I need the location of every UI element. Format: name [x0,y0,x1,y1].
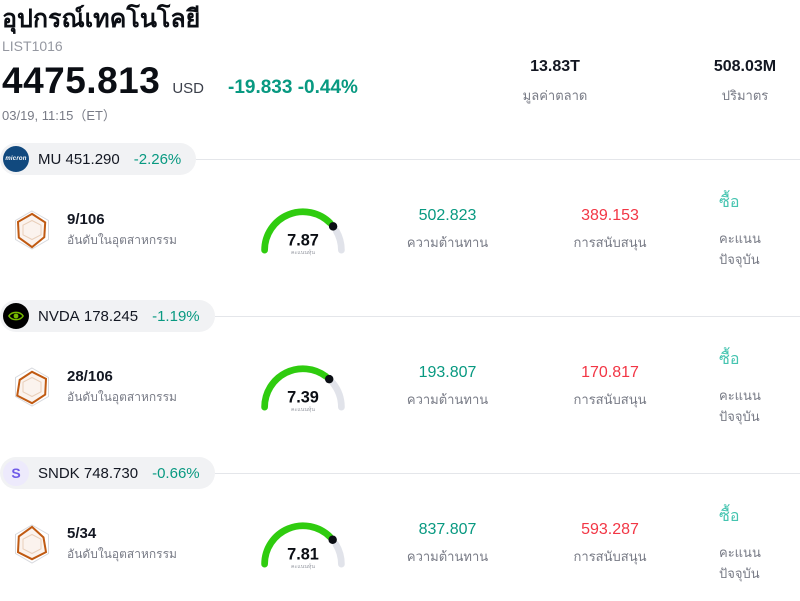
resistance-cell: 502.823 ความต้านทาน [360,207,535,253]
header-stats: 13.83T มูลค่าตลาด 508.03M ปริมาตร [480,58,800,106]
score-gauge: 7.39 คะแนนหุ้น [260,365,345,413]
score-gauge: 7.81 คะแนนหุ้น [260,522,345,570]
support-cell: 389.153 การสนับสนุน [535,207,685,253]
rank-text: 5/34 อันดับในอุตสาหกรรม [67,525,177,564]
sector-overview-page: อุปกรณ์เทคโนโลยี LIST1016 4475.813 USD -… [0,0,800,581]
svg-text:คะแนนหุ้น: คะแนนหุ้น [290,249,314,256]
score-gauge: 7.87 คะแนนหุ้น [260,208,345,256]
micron-logo-icon: micron [3,146,29,172]
stock-section-nvda: NVDA 178.245 -1.19% 28/106 อันดับในอุตสา… [0,300,800,444]
support-label: การสนับสนุน [573,549,647,564]
resistance-value: 837.807 [418,521,477,538]
svg-text:7.39: 7.39 [287,388,319,406]
resistance-value: 502.823 [418,207,477,224]
rank-value: 9/106 [67,210,105,228]
stock-header-row: NVDA 178.245 -1.19% [0,300,800,332]
index-code: LIST1016 [2,38,63,54]
svg-text:คะแนนหุ้น: คะแนนหุ้น [290,406,314,413]
support-value: 389.153 [581,207,639,224]
rating-cell: ซื้อ คะแนนปัจจุบัน [685,347,800,427]
ticker-and-price: NVDA 178.245 [38,307,139,325]
rank-value: 28/106 [67,367,113,385]
stock-row: 28/106 อันดับในอุตสาหกรรม 7.39 คะแนนหุ้น… [0,332,800,444]
stock-header-row: S SNDK 748.730 -0.66% [0,457,800,489]
market-cap-stat: 13.83T มูลค่าตลาด [480,58,630,106]
rank-label: อันดับในอุตสาหกรรม [67,546,177,561]
header: อุปกรณ์เทคโนโลยี LIST1016 4475.813 USD -… [0,0,800,130]
rank-cell: 28/106 อันดับในอุตสาหกรรม [0,365,245,409]
index-change: -19.833 -0.44% [228,77,358,98]
index-price: 4475.813 [2,60,161,101]
market-cap-value: 13.83T [530,58,580,75]
resistance-cell: 837.807 ความต้านทาน [360,521,535,567]
score-gauge-cell: 7.81 คะแนนหุ้น [245,513,360,575]
volume-label: ปริมาตร [721,88,769,103]
market-cap-label: มูลค่าตลาด [522,88,588,103]
resistance-label: ความต้านทาน [406,235,489,250]
rating-label: คะแนนปัจจุบัน [719,231,761,267]
ticker-and-price: MU 451.290 [38,150,120,168]
svg-text:7.81: 7.81 [287,545,319,563]
rank-label: อันดับในอุตสาหกรรม [67,389,177,404]
stock-row: 9/106 อันดับในอุตสาหกรรม 7.87 คะแนนหุ้น … [0,175,800,287]
divider-line [214,315,800,317]
support-label: การสนับสนุน [573,235,647,250]
radar-chart-icon [15,367,49,407]
ticker-and-price: SNDK 748.730 [38,464,139,482]
rating-value: ซื้อ [719,194,740,211]
quote-datetime: 03/19, 11:15（ET） [2,108,116,123]
rating-value: ซื้อ [719,351,740,368]
rating-value: ซื้อ [719,508,740,525]
rank-cell: 5/34 อันดับในอุตสาหกรรม [0,522,245,566]
support-value: 593.287 [581,521,639,538]
divider-line [196,158,800,160]
support-cell: 170.817 การสนับสนุน [535,364,685,410]
resistance-label: ความต้านทาน [406,392,489,407]
ticker-change: -0.66% [152,464,200,482]
volume-stat: 508.03M ปริมาตร [690,58,800,106]
stock-section-sndk: S SNDK 748.730 -0.66% 5/34 อันดับในอุตสา… [0,457,800,601]
stock-header-row: micron MU 451.290 -2.26% [0,143,800,175]
stock-pill-mu[interactable]: micron MU 451.290 -2.26% [0,143,197,175]
score-gauge-cell: 7.39 คะแนนหุ้น [245,356,360,418]
rating-label: คะแนนปัจจุบัน [719,545,761,581]
rank-cell: 9/106 อันดับในอุตสาหกรรม [0,208,245,252]
rank-label: อันดับในอุตสาหกรรม [67,232,177,247]
divider-line [214,472,800,474]
rank-text: 28/106 อันดับในอุตสาหกรรม [67,368,177,407]
support-label: การสนับสนุน [573,392,647,407]
score-gauge-cell: 7.87 คะแนนหุ้น [245,199,360,261]
rating-label: คะแนนปัจจุบัน [719,388,761,424]
rank-text: 9/106 อันดับในอุตสาหกรรม [67,211,177,250]
stock-section-mu: micron MU 451.290 -2.26% 9/106 อันดับในอ… [0,143,800,287]
sandisk-logo-icon: S [3,460,29,486]
svg-text:7.87: 7.87 [287,231,319,249]
page-title: อุปกรณ์เทคโนโลยี [2,5,201,33]
nvidia-logo-icon [3,303,29,329]
stock-row: 5/34 อันดับในอุตสาหกรรม 7.81 คะแนนหุ้น 8… [0,489,800,601]
ticker-change: -2.26% [133,150,182,168]
currency-label: USD [172,80,204,97]
support-value: 170.817 [581,364,639,381]
price-row: 4475.813 USD -19.833 -0.44% [2,60,800,102]
support-cell: 593.287 การสนับสนุน [535,521,685,567]
stock-pill-sndk[interactable]: S SNDK 748.730 -0.66% [0,457,215,489]
radar-chart-icon [15,524,49,564]
radar-chart-icon [15,210,49,250]
resistance-value: 193.807 [418,364,477,381]
svg-text:คะแนนหุ้น: คะแนนหุ้น [290,563,314,570]
rating-cell: ซื้อ คะแนนปัจจุบัน [685,190,800,270]
rating-cell: ซื้อ คะแนนปัจจุบัน [685,504,800,584]
stock-pill-nvda[interactable]: NVDA 178.245 -1.19% [0,300,215,332]
resistance-label: ความต้านทาน [406,549,489,564]
resistance-cell: 193.807 ความต้านทาน [360,364,535,410]
rank-value: 5/34 [67,524,97,542]
volume-value: 508.03M [713,58,777,75]
ticker-change: -1.19% [152,307,200,325]
